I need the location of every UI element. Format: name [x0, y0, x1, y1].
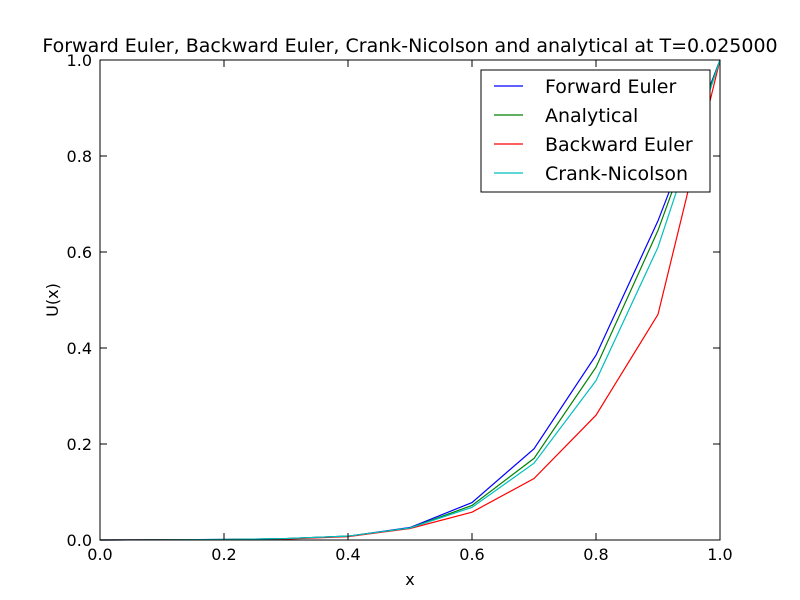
legend: Forward Euler Analytical Backward Euler Cra…: [480, 69, 711, 193]
legend-label-2: Backward Euler: [545, 134, 693, 156]
x-axis-ticks: 0.0 0.2 0.4 0.6 0.8 1.0: [87, 60, 733, 564]
x-tick-label: 0.4: [335, 545, 360, 564]
x-axis-label: x: [405, 570, 414, 589]
x-tick-label: 0.8: [583, 545, 608, 564]
y-tick-label: 0.4: [67, 339, 92, 358]
y-tick-label: 0.6: [67, 243, 92, 262]
y-axis-ticks: 0.0 0.2 0.4 0.6 0.8 1.0: [67, 51, 720, 550]
y-tick-label: 1.0: [67, 51, 92, 70]
legend-label-0: Forward Euler: [545, 76, 676, 98]
y-tick-label: 0.8: [67, 147, 92, 166]
y-tick-label: 0.2: [67, 435, 92, 454]
chart-title: Forward Euler, Backward Euler, Crank-Nic…: [42, 35, 777, 57]
x-tick-label: 1.0: [707, 545, 732, 564]
legend-label-1: Analytical: [545, 105, 638, 127]
x-tick-label: 0.0: [87, 545, 112, 564]
x-tick-label: 0.6: [459, 545, 484, 564]
legend-box: [480, 69, 711, 193]
x-tick-label: 0.2: [211, 545, 236, 564]
legend-label-3: Crank-Nicolson: [545, 163, 688, 185]
plot-frame: [99, 59, 721, 541]
y-axis-label: U(x): [43, 283, 62, 317]
y-tick-label: 0.0: [67, 531, 92, 550]
